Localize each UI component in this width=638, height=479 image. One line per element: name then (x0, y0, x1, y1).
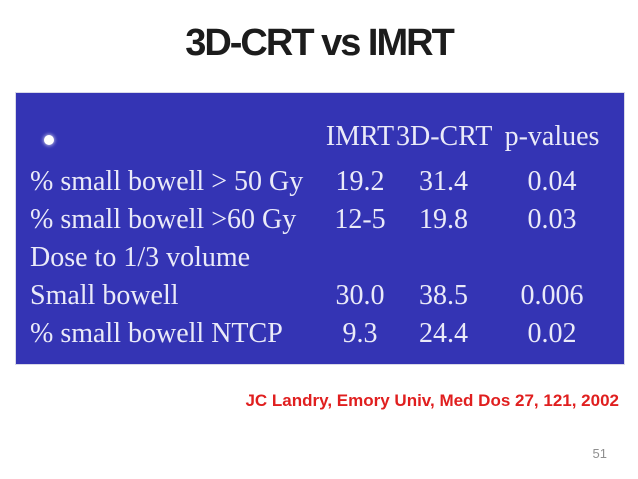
row-label: Dose to 1/3 volume (30, 242, 251, 273)
imrt-value: 9.3 (342, 318, 378, 349)
column-header-pvalues: p-values (504, 121, 600, 152)
column-header-3dcrt: 3D-CRT (396, 121, 493, 152)
row-label: % small bowell > 50 Gy (30, 166, 304, 197)
3dcrt-value: 38.5 (419, 280, 468, 311)
3dcrt-value: 31.4 (419, 166, 468, 197)
imrt-value: 12-5 (334, 204, 386, 235)
page-number: 51 (592, 446, 607, 461)
row-label: % small bowell NTCP (30, 318, 283, 349)
imrt-value: 30.0 (335, 280, 385, 311)
3dcrt-value: 24.4 (419, 318, 468, 349)
p-value: 0.006 (520, 280, 584, 311)
slide-title: 3D-CRT vs IMRT (185, 22, 455, 64)
p-value: 0.04 (527, 166, 577, 197)
table-row: Small bowell 30.0 38.5 0.006 (16, 277, 624, 315)
row-label: Small bowell (30, 280, 179, 311)
column-header-imrt: IMRT (325, 121, 395, 152)
row-label: % small bowell >60 Gy (30, 204, 297, 235)
bullet-icon (44, 135, 54, 145)
table-row: % small bowell > 50 Gy 19.2 31.4 0.04 (16, 163, 624, 201)
p-value: 0.02 (527, 318, 577, 349)
comparison-table: IMRT 3D-CRT p-values % small bowell > 50… (15, 92, 625, 365)
table-header-row: IMRT 3D-CRT p-values (16, 117, 624, 157)
3dcrt-value: 19.8 (419, 204, 468, 235)
citation: JC Landry, Emory Univ, Med Dos 27, 121, … (245, 391, 619, 410)
table-row: % small bowell NTCP 9.3 24.4 0.02 (16, 315, 624, 353)
table-row: % small bowell >60 Gy 12-5 19.8 0.03 (16, 201, 624, 239)
table-header-label-cell (24, 121, 324, 153)
p-value: 0.03 (527, 204, 577, 235)
imrt-value: 19.2 (335, 166, 385, 197)
table-row: Dose to 1/3 volume (16, 239, 624, 277)
